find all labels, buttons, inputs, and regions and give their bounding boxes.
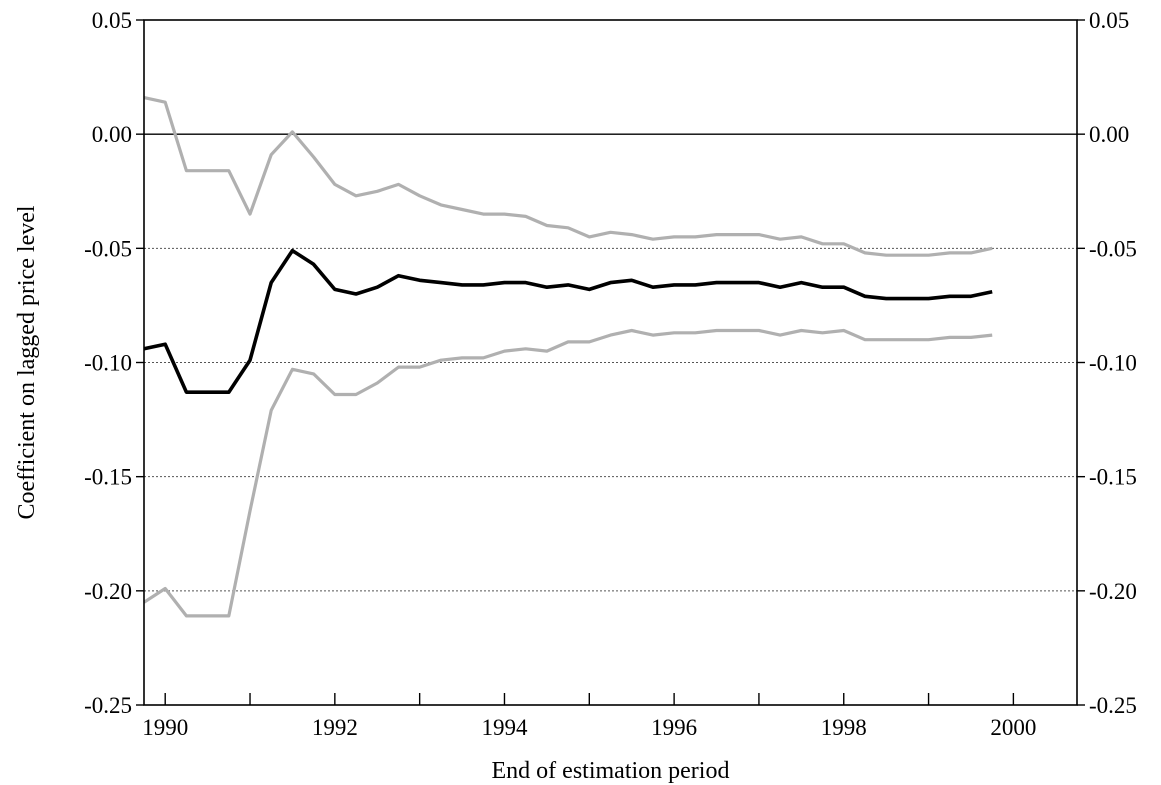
y-tick-label-right: 0.05 bbox=[1089, 8, 1129, 33]
y-tick-label-right: -0.15 bbox=[1089, 465, 1137, 490]
y-tick-label-right: -0.10 bbox=[1089, 351, 1137, 376]
series-line-upper-band bbox=[143, 96, 993, 257]
y-tick-label-left: -0.05 bbox=[84, 236, 132, 261]
y-axis-title: Coefficient on lagged price level bbox=[14, 205, 40, 519]
series-line-estimate bbox=[143, 248, 993, 395]
y-tick-label-left: 0.05 bbox=[92, 8, 132, 33]
y-tick-label-left: 0.00 bbox=[92, 122, 132, 147]
x-tick-label: 1990 bbox=[142, 715, 188, 740]
y-tick-label-right: -0.25 bbox=[1089, 693, 1137, 718]
x-tick-label: 1996 bbox=[651, 715, 697, 740]
y-tick-label-right: 0.00 bbox=[1089, 122, 1129, 147]
y-tick-label-right: -0.20 bbox=[1089, 579, 1137, 604]
y-tick-label-left: -0.10 bbox=[84, 351, 132, 376]
x-axis-title: End of estimation period bbox=[492, 758, 730, 784]
x-tick-label: 1998 bbox=[821, 715, 867, 740]
y-tick-label-left: -0.25 bbox=[84, 693, 132, 718]
tick-layer: 1990 1992 1994 1996 1998 2000 -0.25 -0.25 -0.20 -… bbox=[84, 8, 1137, 740]
series-layer bbox=[143, 96, 993, 618]
x-tick-label: 1994 bbox=[481, 715, 528, 740]
grid-layer bbox=[144, 133, 1077, 592]
x-tick-label: 1992 bbox=[312, 715, 358, 740]
y-tick-label-left: -0.15 bbox=[84, 465, 132, 490]
y-tick-label-right: -0.05 bbox=[1089, 236, 1137, 261]
x-tick-label: 2000 bbox=[990, 715, 1036, 740]
series-line-lower-band bbox=[143, 328, 993, 618]
y-tick-label-left: -0.20 bbox=[84, 579, 132, 604]
